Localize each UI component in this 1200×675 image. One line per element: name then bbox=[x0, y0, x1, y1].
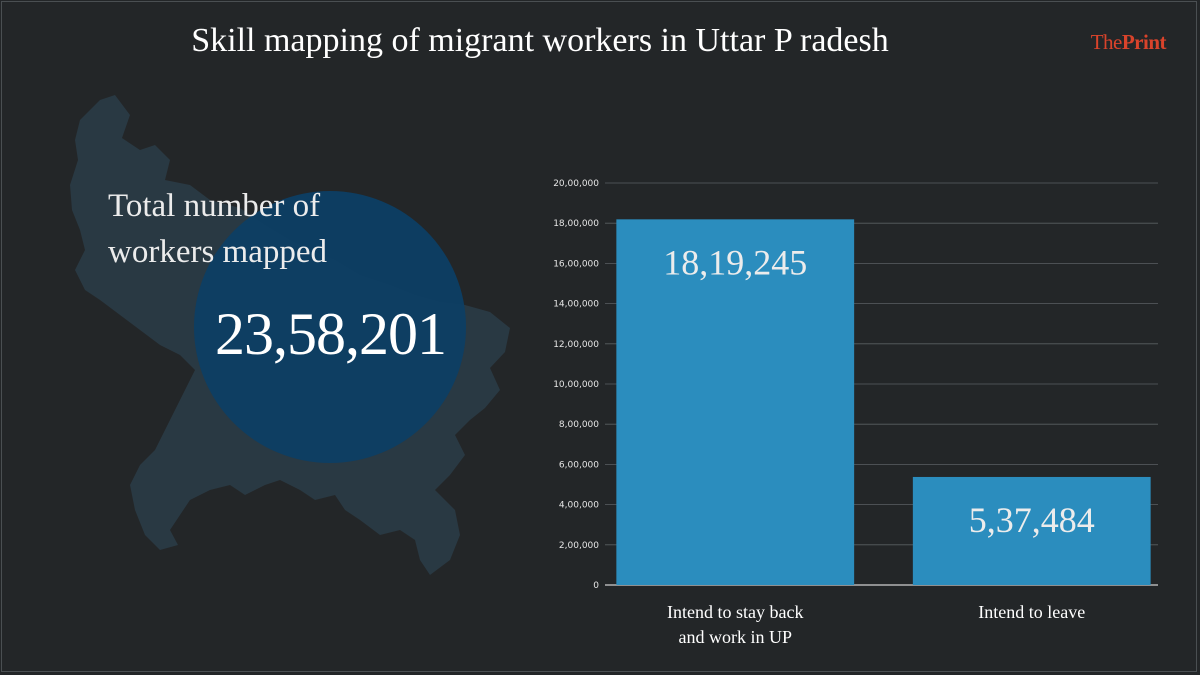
data-labels: 18,19,245 5,37,484 bbox=[663, 242, 1095, 540]
y-tick-label: 8,00,000 bbox=[559, 420, 599, 430]
category-label: and work in UP bbox=[679, 627, 793, 647]
brand-prefix: The bbox=[1090, 30, 1123, 54]
y-tick-label: 16,00,000 bbox=[553, 259, 599, 269]
y-tick-label: 14,00,000 bbox=[553, 300, 599, 310]
category-labels: Intend to stay back and work in UP Intend … bbox=[667, 602, 1085, 647]
total-label: Total number of workers mapped bbox=[108, 183, 408, 275]
y-tick-label: 10,00,000 bbox=[553, 380, 599, 390]
brand-suffix: Print bbox=[1121, 30, 1167, 54]
y-tick-label: 2,00,000 bbox=[559, 541, 599, 551]
y-tick-label: 6,00,000 bbox=[559, 460, 599, 470]
y-tick-label: 0 bbox=[593, 581, 599, 591]
y-tick-label: 12,00,000 bbox=[553, 340, 599, 350]
data-label: 18,19,245 bbox=[663, 242, 807, 282]
y-tick-label: 4,00,000 bbox=[559, 501, 599, 511]
bars bbox=[616, 219, 1151, 585]
total-label-line1: Total number of bbox=[108, 188, 321, 224]
category-label: Intend to stay back bbox=[667, 602, 803, 622]
uttar-pradesh-map-icon bbox=[70, 95, 510, 575]
data-label: 5,37,484 bbox=[969, 500, 1095, 540]
y-tick-labels: 0 2,00,000 4,00,000 6,00,000 8,00,000 10,00,0… bbox=[553, 179, 599, 591]
bar bbox=[912, 476, 1151, 585]
brand-logo: ThePrint bbox=[1090, 30, 1167, 55]
total-value: 23,58,201 bbox=[215, 301, 447, 367]
total-label-line2: workers mapped bbox=[108, 234, 328, 270]
highlight-circle bbox=[194, 191, 466, 463]
page-title: Skill mapping of migrant workers in Utta… bbox=[191, 22, 889, 59]
category-label: Intend to leave bbox=[978, 602, 1085, 622]
y-tick-label: 18,00,000 bbox=[553, 219, 599, 229]
y-tick-label: 20,00,000 bbox=[553, 179, 599, 189]
bar bbox=[616, 219, 855, 585]
